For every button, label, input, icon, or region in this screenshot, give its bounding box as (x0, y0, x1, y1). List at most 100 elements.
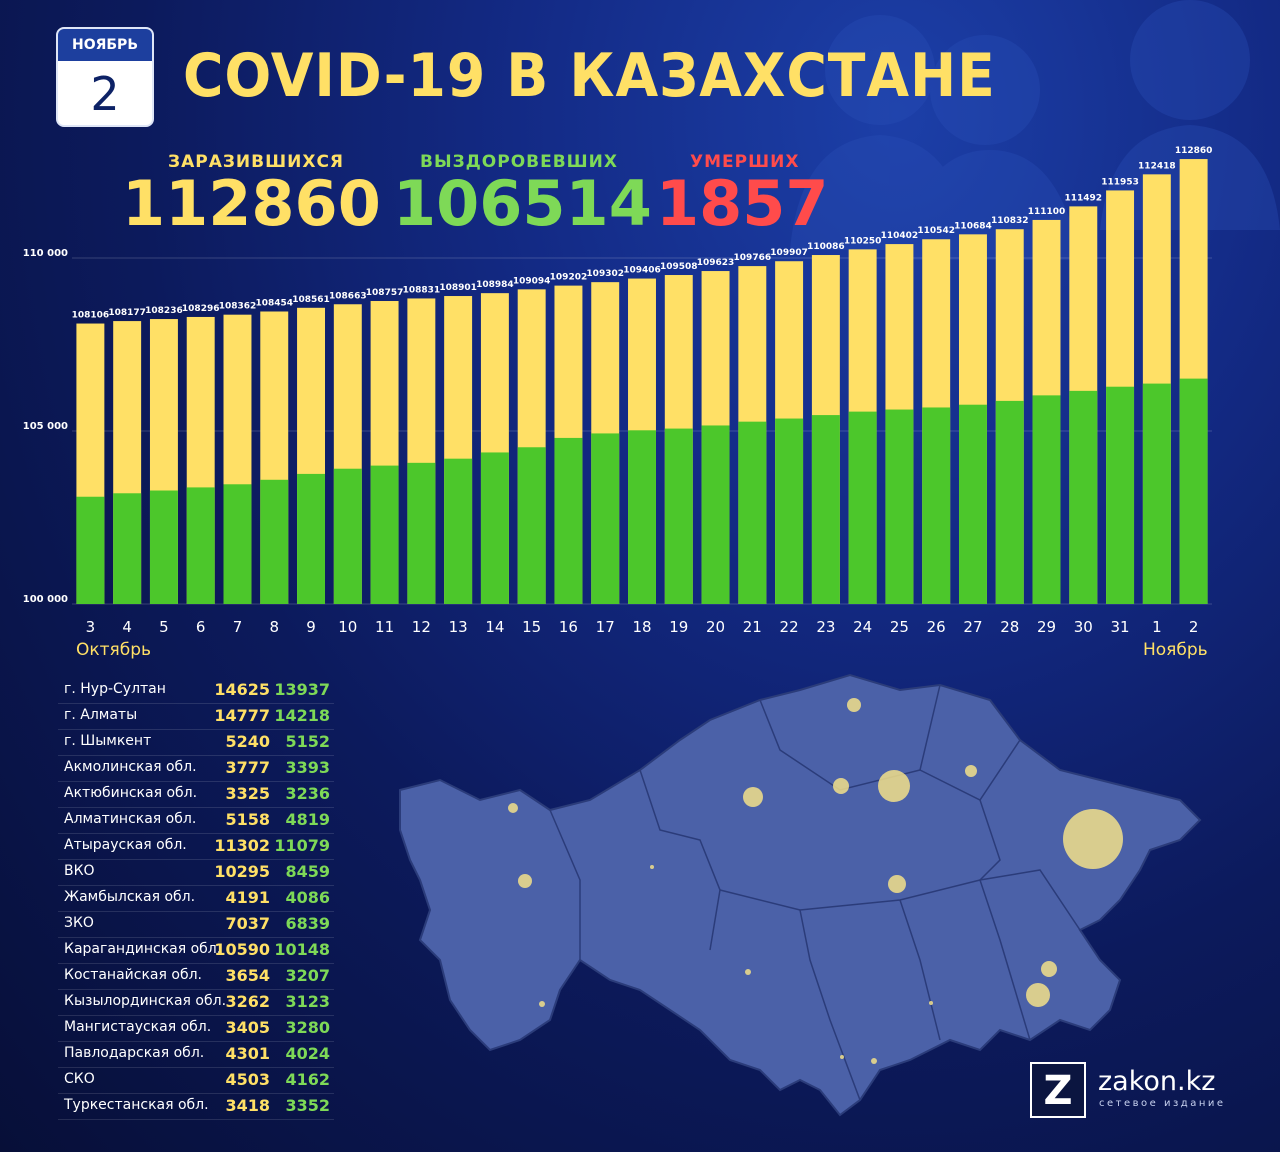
region-name: Алматинская обл. (64, 811, 197, 827)
region-recovered: 4819 (285, 810, 330, 829)
value-label: 108984 (476, 280, 514, 290)
x-tick-label: 30 (1074, 618, 1093, 636)
recovered-label: ВЫЗДОРОВЕВШИХ (420, 152, 619, 172)
table-row: Мангистауская обл. 3405 3280 (58, 1016, 334, 1042)
month-label-start: Октябрь (76, 640, 152, 660)
value-label: 110402 (881, 231, 919, 241)
page-title: COVID-19 В КАЗАХСТАНЕ (183, 41, 996, 111)
x-tick-label: 18 (632, 618, 651, 636)
x-tick-label: 3 (86, 618, 96, 636)
value-label: 108757 (366, 288, 404, 298)
kazakhstan-outline (399, 673, 1202, 1117)
recovered-value: 106514 (393, 167, 652, 240)
region-infected: 5240 (225, 732, 270, 751)
deaths-label: УМЕРШИХ (690, 152, 800, 172)
region-name: ВКО (64, 863, 95, 879)
region-name: Мангистауская обл. (64, 1019, 212, 1035)
value-label: 109094 (513, 276, 551, 286)
calendar-month: НОЯБРЬ (58, 29, 152, 61)
x-tick-label: 16 (559, 618, 578, 636)
x-tick-label: 17 (596, 618, 615, 636)
bar-recovered (407, 462, 436, 604)
region-name: Костанайская обл. (64, 967, 202, 983)
table-row: Атырауская обл. 11302 11079 (58, 834, 334, 860)
value-label: 108362 (219, 302, 257, 312)
y-tick-label: 110 000 (23, 248, 68, 259)
region-recovered: 3280 (285, 1018, 330, 1037)
value-label: 108106 (72, 311, 110, 321)
table-row: ЗКО 7037 6839 (58, 912, 334, 938)
table-row: Жамбылская обл. 4191 4086 (58, 886, 334, 912)
case-circles (508, 698, 1123, 1064)
x-tick-label: 8 (269, 618, 279, 636)
bar-recovered (76, 496, 105, 604)
region-recovered: 3393 (285, 758, 330, 777)
region-borders (549, 684, 1081, 1101)
region-name: Павлодарская обл. (64, 1045, 205, 1061)
x-tick-label: 10 (338, 618, 357, 636)
x-tick-label: 4 (122, 618, 132, 636)
value-label: 108296 (182, 304, 220, 314)
x-tick-label: 24 (853, 618, 872, 636)
region-name: Актюбинская обл. (64, 785, 198, 801)
region-infected: 3325 (225, 784, 270, 803)
table-row: ВКО 10295 8459 (58, 860, 334, 886)
calendar-day: 2 (90, 67, 120, 121)
value-label: 109623 (697, 258, 735, 268)
value-label: 110684 (954, 221, 992, 231)
table-row: г. Нур-Султан 14625 13937 (58, 678, 334, 704)
logo-subtitle: сетевое издание (1099, 1098, 1226, 1109)
region-infected: 3405 (225, 1018, 270, 1037)
region-name: ЗКО (64, 915, 94, 931)
bar-recovered (1069, 390, 1098, 604)
x-tick-label: 15 (522, 618, 541, 636)
bar-recovered (848, 411, 877, 604)
region-recovered: 3207 (285, 966, 330, 985)
region-infected: 4503 (225, 1070, 270, 1089)
deaths-value: 1857 (656, 167, 829, 240)
x-tick-label: 9 (306, 618, 316, 636)
value-label: 109907 (770, 248, 808, 258)
x-tick-label: 14 (485, 618, 504, 636)
bar-recovered (113, 493, 142, 604)
region-recovered: 14218 (274, 706, 330, 725)
table-row: Павлодарская обл. 4301 4024 (58, 1042, 334, 1068)
value-label: 108901 (439, 283, 477, 293)
region-recovered: 3123 (285, 992, 330, 1011)
value-label: 111100 (1028, 207, 1066, 217)
bar-recovered (444, 458, 473, 604)
value-label: 110542 (917, 226, 955, 236)
region-name: Жамбылская обл. (64, 889, 196, 905)
region-name: Карагандинская обл. (64, 941, 222, 957)
value-label: 108561 (292, 295, 330, 305)
region-infected: 11302 (214, 836, 270, 855)
bar-recovered (811, 415, 840, 604)
value-label: 111492 (1065, 193, 1103, 203)
logo-name: zakon.kz (1098, 1066, 1216, 1097)
x-tick-label: 25 (890, 618, 909, 636)
table-row: Актюбинская обл. 3325 3236 (58, 782, 334, 808)
value-label: 108454 (255, 298, 293, 308)
value-label: 110250 (844, 236, 882, 246)
x-tick-label: 6 (196, 618, 206, 636)
bar-recovered (149, 490, 178, 604)
y-tick-label: 105 000 (23, 421, 68, 432)
x-tick-label: 1 (1152, 618, 1162, 636)
x-tick-label: 5 (159, 618, 169, 636)
bar-recovered (1142, 383, 1171, 604)
value-label: 108177 (108, 308, 146, 318)
table-row: Акмолинская обл. 3777 3393 (58, 756, 334, 782)
zakon-logo-icon: Z (1030, 1062, 1086, 1118)
bar-recovered (1032, 395, 1061, 604)
value-label: 108236 (145, 306, 183, 316)
bar-recovered (370, 465, 399, 604)
region-recovered: 4024 (285, 1044, 330, 1063)
bar-recovered (260, 479, 289, 604)
value-label: 110832 (991, 216, 1029, 226)
region-name: г. Алматы (64, 707, 138, 723)
logo-letter: Z (1043, 1068, 1073, 1114)
bar-recovered (628, 430, 656, 604)
bar-recovered (775, 418, 804, 604)
bar-recovered (554, 437, 583, 604)
